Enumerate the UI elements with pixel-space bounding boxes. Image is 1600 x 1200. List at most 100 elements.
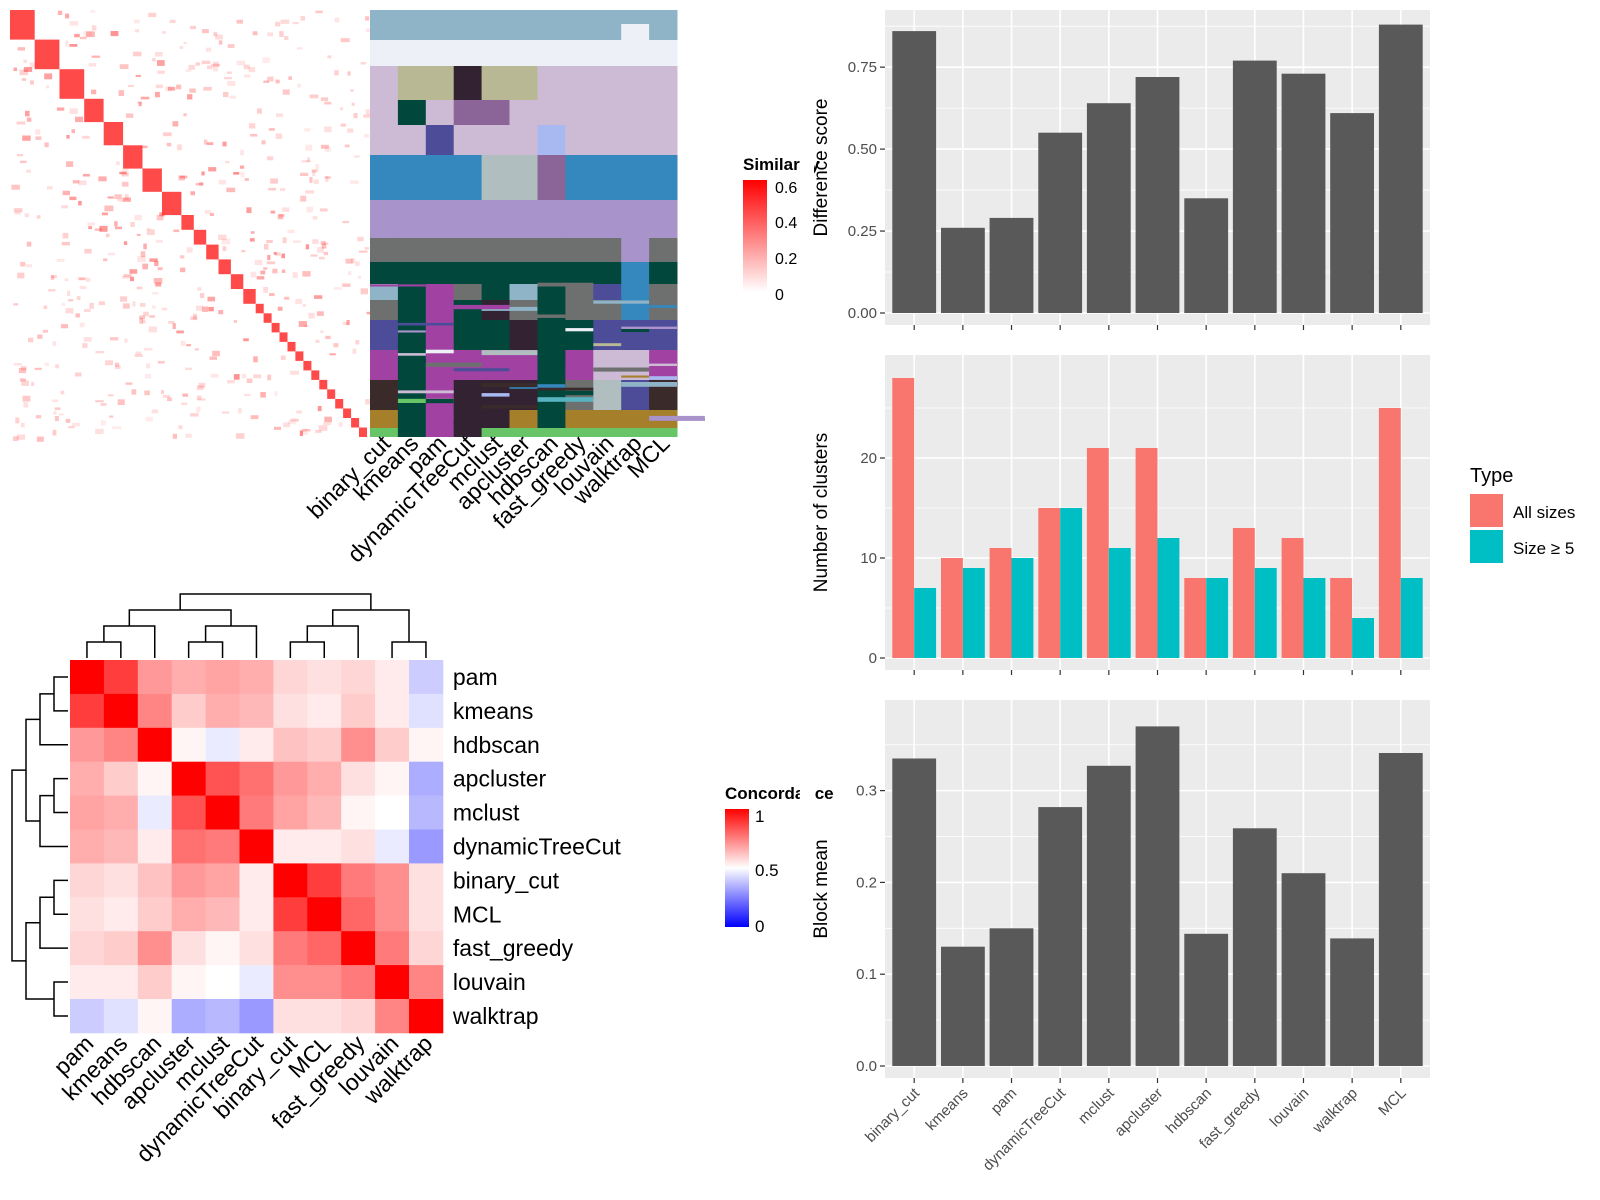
assignment-cell: [425, 24, 455, 40]
similarity-cell: [166, 142, 172, 147]
similarity-cell: [36, 215, 41, 219]
assignment-cell: [397, 40, 427, 66]
similarity-cell: [324, 242, 329, 245]
similarity-cell: [79, 322, 85, 328]
assignment-cell: [621, 410, 650, 428]
similarity-cell: [290, 370, 299, 375]
concordance-cell: [273, 999, 308, 1034]
similarity-cell: [103, 258, 108, 262]
similarity-cell: [13, 363, 22, 366]
concordance-column-labels: pamkmeanshdbscanapclustermclustdynamicTr…: [48, 1030, 437, 1168]
assignment-cell: [370, 300, 399, 320]
similarity-cell: [47, 186, 53, 190]
concordance-cell: [409, 897, 444, 932]
similarity-cell: [227, 44, 235, 48]
concordance-cell: [307, 897, 342, 932]
concordance-cell: [307, 863, 342, 898]
similarity-cell: [206, 142, 214, 145]
similarity-cell: [200, 293, 205, 299]
similarity-cell: [137, 256, 146, 263]
concordance-cell: [103, 965, 139, 1000]
bar: [1060, 508, 1083, 658]
similarity-cell: [18, 367, 27, 374]
similarity-cell: [199, 181, 204, 186]
similarity-cell: [105, 233, 110, 238]
similarity-cell: [365, 28, 371, 33]
similarity-cell: [132, 301, 136, 307]
similarity-cell: [288, 420, 297, 425]
similarity-cell: [345, 258, 353, 264]
similarity-cell: [222, 246, 227, 251]
bar: [1184, 198, 1229, 313]
similarity-block: [193, 229, 207, 245]
similarity-cell: [203, 139, 208, 145]
assignment-cell: [453, 410, 483, 428]
assignment-cell: [370, 428, 399, 437]
similarity-cell: [197, 287, 202, 291]
concordance-cell: [171, 660, 206, 695]
dendrogram-branch: [39, 693, 68, 746]
bar: [1400, 578, 1423, 658]
concordance-cell: [375, 897, 410, 932]
concordance-cell: [205, 931, 240, 966]
similarity-cell: [114, 226, 122, 230]
similarity-cell: [196, 305, 204, 311]
concordance-legend-tick: 1: [755, 807, 764, 826]
assignment-cell: [481, 66, 510, 100]
similarity-cell: [350, 89, 354, 92]
similarity-cell: [140, 251, 146, 258]
similarity-cell: [225, 161, 230, 164]
similarity-cell: [86, 277, 91, 282]
assignment-cell: [565, 350, 594, 380]
similarity-cell: [342, 220, 350, 224]
assignment-cell: [509, 10, 538, 24]
similarity-cell: [300, 195, 307, 202]
dendrogram-branch: [25, 718, 40, 822]
concordance-cell: [103, 863, 139, 898]
similarity-cell: [151, 409, 159, 414]
similarity-block: [162, 191, 182, 216]
y-tick-label: 0.2: [856, 874, 877, 891]
x-tick-label: dynamicTreeCut: [980, 1084, 1070, 1174]
similarity-legend-tick: 0.4: [775, 215, 797, 232]
assignment-cell: [565, 125, 594, 155]
assignment-cell: [397, 284, 427, 300]
concordance-column-dendrogram: [86, 593, 427, 658]
bar: [989, 928, 1034, 1066]
similarity-cell: [69, 108, 78, 115]
y-tick-label: 0.3: [856, 783, 877, 800]
concordance-cell: [171, 761, 206, 796]
concordance-cell: [137, 999, 173, 1034]
similarity-cell: [305, 244, 310, 250]
similarity-cell: [334, 70, 339, 76]
similarity-cell: [112, 426, 122, 430]
similarity-cell: [79, 277, 85, 280]
similarity-cell: [278, 214, 285, 217]
similarity-cell: [121, 168, 129, 174]
bar: [1038, 132, 1083, 313]
similarity-cell: [162, 31, 166, 34]
assignment-cell: [425, 155, 455, 200]
assignment-cell: [425, 262, 455, 284]
similarity-cell: [248, 67, 256, 73]
similarity-cell: [190, 191, 195, 196]
similarity-cell: [125, 382, 133, 385]
similarity-cell: [114, 365, 121, 369]
similarity-cell: [52, 429, 57, 436]
concordance-row-label: walktrap: [452, 1003, 539, 1029]
assignment-cell: [370, 155, 399, 200]
similarity-cell: [202, 29, 209, 34]
concordance-cell: [307, 931, 342, 966]
assignment-cell: [370, 40, 399, 66]
y-tick-label: 0.00: [848, 305, 877, 322]
assignment-cell: [621, 262, 650, 284]
similarity-cell: [44, 73, 53, 80]
similarity-cell: [64, 278, 69, 282]
similarity-cell: [316, 311, 324, 316]
similarity-cell: [275, 133, 283, 139]
concordance-cell: [307, 660, 342, 695]
similarity-cell: [282, 237, 287, 244]
similarity-cell: [321, 243, 327, 249]
similarity-cell: [186, 344, 191, 347]
assignment-cell: [593, 262, 622, 284]
